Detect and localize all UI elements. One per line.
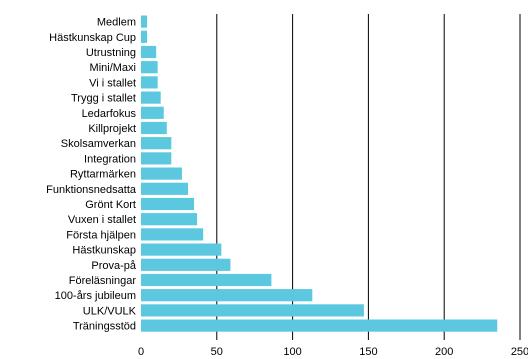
category-label: Funktionsnedsatta (46, 184, 137, 196)
bar (141, 76, 158, 89)
bar (141, 197, 195, 211)
category-label: Vi i stallet (89, 77, 136, 89)
bar (141, 258, 231, 271)
bar (141, 273, 272, 287)
bar (141, 137, 172, 150)
category-label: ULK/VULK (83, 305, 137, 317)
category-label: Utrustning (86, 47, 136, 59)
bar (141, 61, 158, 74)
x-tick-label: 100 (283, 346, 301, 358)
bar (141, 243, 222, 256)
category-label: Vuxen i stallet (68, 214, 136, 226)
bar (141, 228, 204, 241)
bar (141, 167, 182, 180)
bar (141, 45, 157, 59)
category-label: Grönt Kort (85, 199, 136, 211)
bar (141, 213, 198, 226)
bar (141, 289, 313, 302)
category-label: Prova-på (91, 260, 137, 272)
category-label: Föreläsningar (69, 275, 137, 287)
x-tick-label: 200 (435, 346, 453, 358)
bar (141, 106, 164, 119)
x-tick-label: 0 (138, 346, 144, 358)
category-label: Integration (84, 153, 136, 165)
bar (141, 319, 498, 332)
category-label: Skolsamverkan (61, 138, 136, 150)
bar (141, 182, 188, 195)
bar (141, 15, 148, 28)
x-tick-label: 150 (359, 346, 377, 358)
category-label: Mini/Maxi (90, 62, 136, 74)
category-label: Träningsstöd (73, 321, 136, 333)
category-label: Hästkunskap (72, 245, 136, 257)
category-label: Killprojekt (88, 123, 136, 135)
category-labels: Medlem Hästkunskap Cup Utrustning Mini/Maxi… (46, 17, 137, 333)
x-tick-label: 50 (211, 346, 223, 358)
category-label: 100-års jubileum (55, 290, 136, 302)
bars (141, 15, 498, 332)
bar (141, 30, 148, 43)
bar (141, 304, 364, 317)
x-tick-labels: 0 50 100 150 200 250 (138, 346, 528, 358)
x-tick-label: 250 (511, 346, 528, 358)
bar (141, 91, 161, 104)
bar (141, 121, 167, 135)
bar (141, 152, 172, 165)
category-label: Trygg i stallet (71, 93, 136, 105)
category-label: Första hjälpen (66, 229, 136, 241)
category-label: Hästkunskap Cup (49, 32, 136, 44)
category-label: Ryttarmärken (70, 169, 136, 181)
category-label: Ledarfokus (82, 108, 137, 120)
category-label: Medlem (97, 17, 136, 29)
